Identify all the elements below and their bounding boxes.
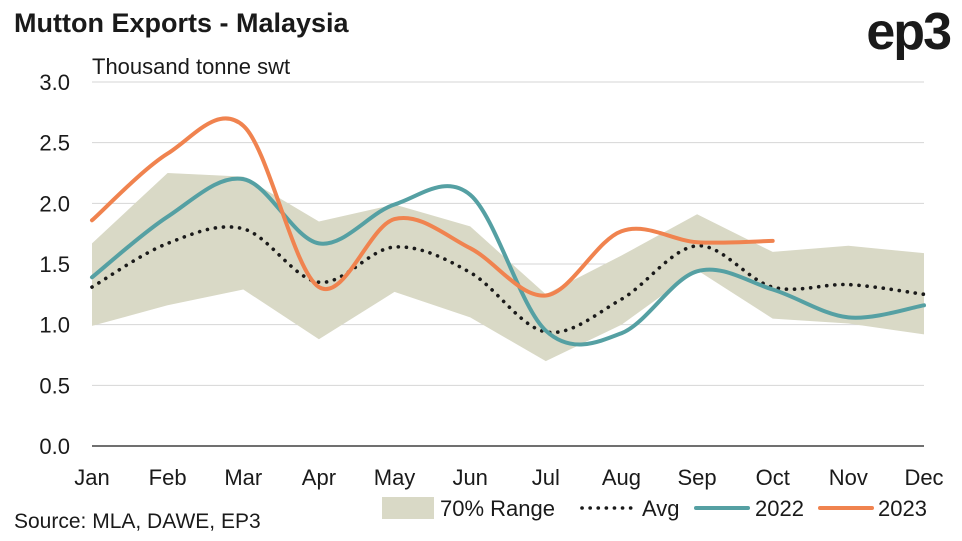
x-tick-label: Sep: [678, 465, 717, 490]
y-tick-label: 2.0: [39, 191, 70, 216]
range-band: [92, 173, 924, 362]
y-tick-label: 3.0: [39, 70, 70, 95]
ep3-logo: ep3: [866, 3, 952, 61]
y-tick-label: 0.5: [39, 373, 70, 398]
x-tick-label: Mar: [224, 465, 262, 490]
x-tick-label: Jul: [532, 465, 560, 490]
series-lines: [90, 116, 926, 347]
legend-label-range: 70% Range: [440, 496, 555, 521]
legend-swatch-range: [382, 497, 434, 519]
x-tick-label: Dec: [904, 465, 943, 490]
x-tick-label: May: [374, 465, 416, 490]
range-band-area: [92, 173, 924, 362]
y-axis-unit-label: Thousand tonne swt: [92, 54, 290, 79]
x-tick-label: Feb: [149, 465, 187, 490]
x-tick-label: Aug: [602, 465, 641, 490]
series-line-2022: [90, 176, 926, 347]
source-note: Source: MLA, DAWE, EP3: [14, 510, 261, 533]
series-line-2023: [90, 116, 775, 298]
x-tick-label: Jun: [452, 465, 487, 490]
legend: 70% Range Avg 2022 2023: [382, 496, 927, 521]
legend-label-avg: Avg: [642, 496, 680, 521]
y-tick-label: 1.5: [39, 252, 70, 277]
legend-label-2023: 2023: [878, 496, 927, 521]
legend-label-2022: 2022: [755, 496, 804, 521]
x-tick-label: Oct: [756, 465, 790, 490]
x-tick-label: Jan: [74, 465, 109, 490]
x-tick-label: Nov: [829, 465, 868, 490]
y-tick-label: 1.0: [39, 313, 70, 338]
x-tick-label: Apr: [302, 465, 336, 490]
y-tick-label: 2.5: [39, 131, 70, 156]
y-tick-label: 0.0: [39, 434, 70, 459]
chart-title: Mutton Exports - Malaysia: [14, 8, 349, 38]
axes: 0.0 0.5 1.0 1.5 2.0 2.5 3.0 Jan Feb Mar Apr May Jun J…: [39, 70, 943, 490]
